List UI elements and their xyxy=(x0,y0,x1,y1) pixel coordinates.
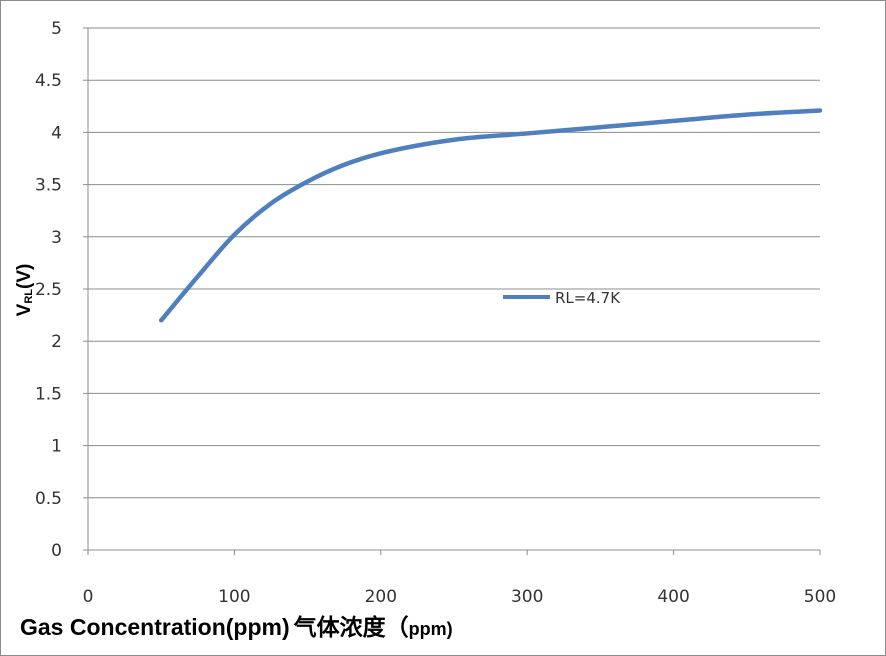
y-tick-labels: 0 0.5 1 1.5 2 2.5 3 3.5 4 4.5 5 xyxy=(35,19,62,561)
y-tick-label-3: 1.5 xyxy=(35,384,62,404)
y-tick-label-6: 3 xyxy=(51,228,62,248)
x-axis-title-main: Gas Concentration(ppm) xyxy=(20,614,290,640)
y-tick-label-7: 3.5 xyxy=(35,176,62,196)
y-axis-title-sub: RL xyxy=(23,289,35,304)
x-tick-label-1: 100 xyxy=(218,587,250,607)
axes xyxy=(83,27,821,555)
y-tick-label-5: 2.5 xyxy=(35,280,62,300)
x-axis-title: Gas Concentration(ppm) 气体浓度（ppm) xyxy=(20,608,640,644)
y-tick-label-4: 2 xyxy=(51,332,62,352)
x-tick-label-4: 400 xyxy=(657,587,689,607)
series-line-0 xyxy=(158,108,823,323)
y-axis-title-unit: (V) xyxy=(14,264,35,289)
y-tick-label-0: 0 xyxy=(51,541,62,561)
legend-label-rl-4-7k: RL=4.7K xyxy=(555,289,621,307)
series-lines xyxy=(158,108,823,323)
x-tick-label-3: 300 xyxy=(511,587,543,607)
y-tick-label-1: 0.5 xyxy=(35,489,62,509)
legend: RL=4.7K xyxy=(503,289,621,307)
x-tick-label-5: 500 xyxy=(804,587,836,607)
svg-text:VRL(V): VRL(V) xyxy=(14,264,35,317)
x-tick-label-2: 200 xyxy=(365,587,397,607)
y-tick-label-8: 4 xyxy=(51,123,62,143)
y-axis-title-main: V xyxy=(14,303,35,316)
gridlines xyxy=(88,27,820,499)
x-axis-title-unit: ppm) xyxy=(408,619,453,639)
y-tick-label-9: 4.5 xyxy=(35,71,62,91)
y-tick-label-2: 1 xyxy=(51,437,62,457)
x-axis-title-cn: 气体浓度（ xyxy=(293,614,409,640)
x-tick-label-0: 0 xyxy=(83,587,94,607)
y-tick-label-10: 5 xyxy=(51,19,62,39)
y-axis-title: VRL(V) xyxy=(14,264,35,317)
x-tick-labels: 0 100 200 300 400 500 xyxy=(83,587,837,607)
